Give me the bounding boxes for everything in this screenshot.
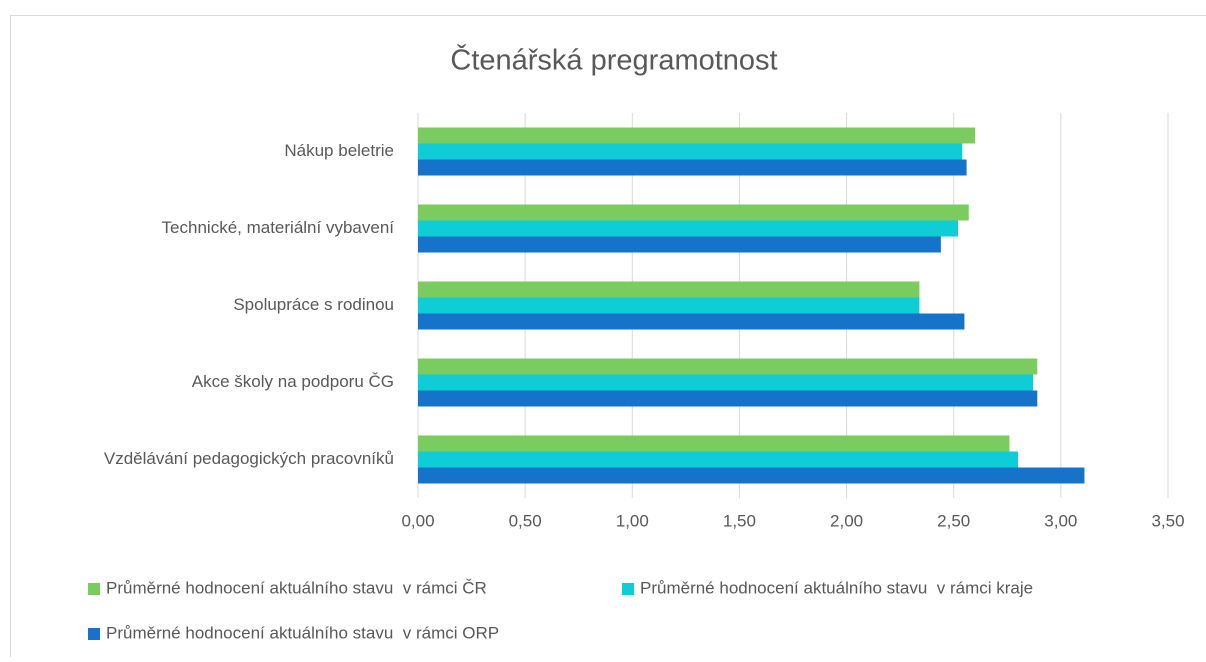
chart-title: Čtenářská pregramotnost [450, 43, 777, 77]
y-tick-label: Spolupráce s rodinou [233, 295, 394, 314]
bar [418, 160, 967, 176]
bar [418, 375, 1033, 391]
bar [418, 298, 919, 314]
legend-swatch [622, 583, 634, 595]
x-tick-label: 1,00 [616, 511, 649, 530]
legend-swatch [88, 583, 100, 595]
bar [418, 314, 964, 330]
bar [418, 144, 962, 160]
x-tick-label: 1,50 [723, 511, 756, 530]
bar [418, 391, 1037, 407]
bar [418, 468, 1084, 484]
bar [418, 452, 1018, 468]
bar [418, 221, 958, 237]
legend-label: Průměrné hodnocení aktuálního stavu v rá… [106, 578, 487, 597]
legend-swatch [88, 628, 100, 640]
x-tick-label: 0,00 [401, 511, 434, 530]
bar [418, 282, 919, 298]
legend-label: Průměrné hodnocení aktuálního stavu v rá… [640, 578, 1033, 597]
y-tick-label: Technické, materiální vybavení [162, 218, 395, 237]
x-tick-label: 0,50 [509, 511, 542, 530]
bar [418, 128, 975, 144]
y-tick-label: Nákup beletrie [284, 141, 394, 160]
legend-label: Průměrné hodnocení aktuálního stavu v rá… [106, 623, 499, 642]
x-tick-label: 2,00 [830, 511, 863, 530]
y-tick-label: Akce školy na podporu ČG [192, 372, 394, 391]
bar [418, 237, 941, 253]
chart-frame [11, 16, 1206, 658]
bar [418, 436, 1009, 452]
x-tick-label: 3,50 [1151, 511, 1184, 530]
y-tick-label: Vzdělávání pedagogických pracovníků [104, 449, 394, 468]
x-tick-label: 2,50 [937, 511, 970, 530]
bar [418, 205, 969, 221]
x-tick-label: 3,00 [1044, 511, 1077, 530]
bar [418, 359, 1037, 375]
